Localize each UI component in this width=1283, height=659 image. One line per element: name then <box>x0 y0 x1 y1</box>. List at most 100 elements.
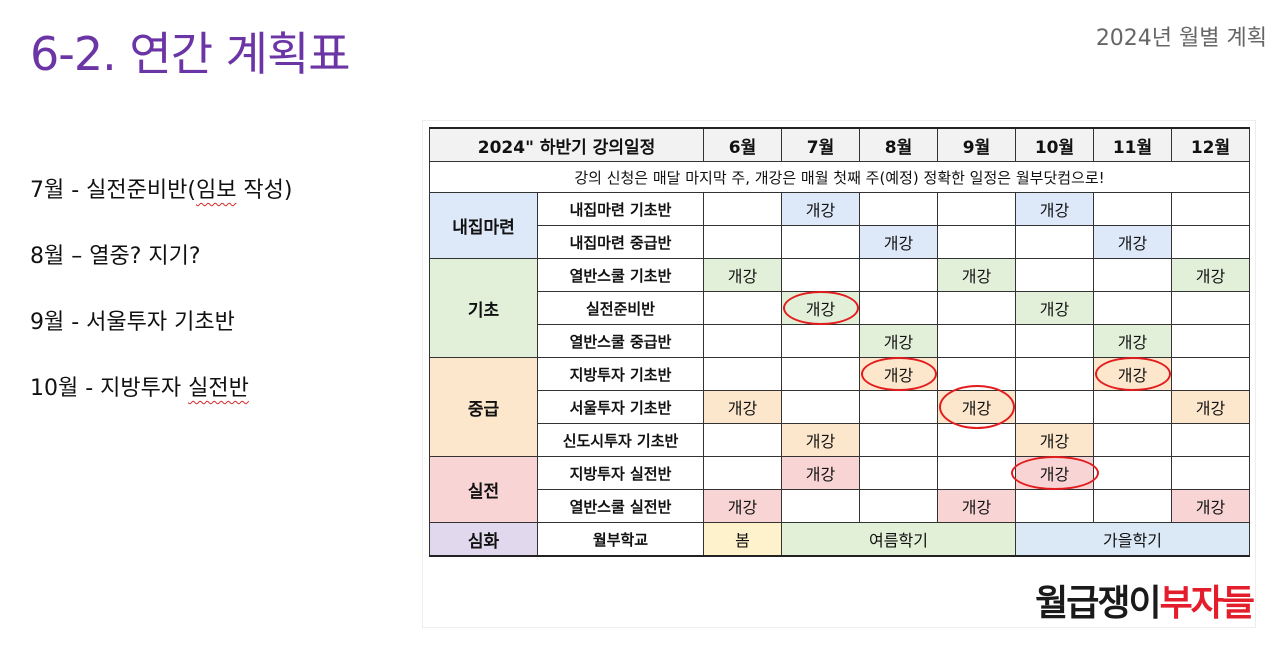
header-month: 10월 <box>1015 127 1094 162</box>
course-name: 내집마련 중급반 <box>537 225 704 259</box>
empty-cell <box>781 324 860 358</box>
empty-cell <box>1093 291 1172 325</box>
empty-cell <box>1093 423 1172 457</box>
notice-text: 강의 신청은 매달 마지막 주, 개강은 매월 첫째 주(예정) 정확한 일정은… <box>429 161 1250 193</box>
open-cell-circled: 개강 <box>781 291 860 325</box>
header-month: 12월 <box>1171 127 1250 162</box>
course-name: 서울투자 기초반 <box>537 390 704 424</box>
open-cell: 개강 <box>859 324 938 358</box>
table-row: 내집마련 내집마련 기초반 개강 개강 <box>429 192 1250 259</box>
empty-cell <box>703 423 782 457</box>
category-cell: 중급 <box>429 357 538 457</box>
empty-cell <box>859 390 938 424</box>
open-cell: 개강 <box>937 489 1016 523</box>
empty-cell <box>1015 489 1094 523</box>
open-cell: 개강 <box>703 390 782 424</box>
empty-cell <box>1171 192 1250 226</box>
open-cell: 개강 <box>781 192 860 226</box>
open-cell: 개강 <box>1171 489 1250 523</box>
header-month: 7월 <box>781 127 860 162</box>
course-name: 지방투자 기초반 <box>537 357 704 391</box>
category-cell: 심화 <box>429 522 538 557</box>
empty-cell <box>937 357 1016 391</box>
category-cell: 내집마련 <box>429 192 538 259</box>
course-name: 열반스쿨 중급반 <box>537 324 704 358</box>
empty-cell <box>1171 456 1250 490</box>
empty-cell <box>937 225 1016 259</box>
empty-cell <box>1015 390 1094 424</box>
empty-cell <box>859 423 938 457</box>
empty-cell <box>1171 324 1250 358</box>
table-row: 실전 지방투자 실전반 개강 개강 <box>429 456 1250 523</box>
empty-cell <box>781 489 860 523</box>
empty-cell <box>1093 192 1172 226</box>
table-row: 실전준비반 개강 개강 <box>430 291 1250 325</box>
table-row: 심화 월부학교 봄 여름학기 가을학기 <box>429 522 1250 557</box>
table-row: 내집마련 중급반 개강 개강 <box>430 225 1250 259</box>
note-item: 10월 - 지방투자 실전반 <box>30 376 249 401</box>
header-month: 8월 <box>859 127 938 162</box>
header-month: 9월 <box>937 127 1016 162</box>
open-cell: 개강 <box>859 225 938 259</box>
open-cell: 개강 <box>1093 324 1172 358</box>
open-cell-circled: 개강 <box>1010 456 1099 490</box>
open-cell: 개강 <box>937 258 1016 292</box>
open-cell: 개강 <box>1015 192 1094 226</box>
open-cell-circled: 개강 <box>859 357 938 391</box>
header-month: 6월 <box>703 127 782 162</box>
empty-cell <box>1171 357 1250 391</box>
open-cell: 개강 <box>1015 423 1094 457</box>
term-cell: 여름학기 <box>781 522 1016 557</box>
header-title: 2024" 하반기 강의일정 <box>429 127 704 162</box>
empty-cell <box>703 291 782 325</box>
empty-cell <box>1015 324 1094 358</box>
course-name: 열반스쿨 실전반 <box>537 489 704 523</box>
page-subtitle: 2024년 월별 계획 <box>1095 26 1267 51</box>
empty-cell <box>1171 225 1250 259</box>
table-header-row: 2024" 하반기 강의일정 6월 7월 8월 9월 10월 11월 12월 <box>429 127 1250 162</box>
table-row: 신도시투자 기초반 개강 개강 <box>430 423 1250 457</box>
empty-cell <box>859 192 938 226</box>
empty-cell <box>937 423 1016 457</box>
empty-cell <box>1015 258 1094 292</box>
empty-cell <box>937 192 1016 226</box>
course-name: 신도시투자 기초반 <box>537 423 704 457</box>
table-row: 중급 지방투자 기초반 개강 개강 <box>429 357 1250 457</box>
open-cell: 개강 <box>703 489 782 523</box>
table-row: 서울투자 기초반 개강 개강 개강 <box>430 385 1250 429</box>
empty-cell <box>1015 357 1094 391</box>
open-cell: 개강 <box>781 423 860 457</box>
empty-cell <box>859 258 938 292</box>
table-row: 기초 열반스쿨 기초반 개강 개강 개강 <box>429 258 1250 358</box>
table-row: 열반스쿨 중급반 개강 개강 <box>430 324 1250 358</box>
course-name: 열반스쿨 기초반 <box>537 258 704 292</box>
empty-cell <box>937 324 1016 358</box>
empty-cell <box>1171 291 1250 325</box>
empty-cell <box>781 390 860 424</box>
empty-cell <box>937 291 1016 325</box>
brand-logo: 월급쟁이부자들 <box>1035 583 1255 624</box>
empty-cell <box>1093 489 1172 523</box>
empty-cell <box>1093 258 1172 292</box>
note-item: 7월 - 실전준비반(임보 작성) <box>30 178 293 203</box>
empty-cell <box>703 225 782 259</box>
empty-cell <box>859 456 938 490</box>
open-cell-circled: 개강 <box>1093 357 1172 391</box>
notes-list: 7월 - 실전준비반(임보 작성) 8월 – 열중? 지기? 9월 - 서울투자… <box>30 172 293 436</box>
open-cell-circled: 개강 <box>937 385 1016 429</box>
open-cell: 개강 <box>1093 225 1172 259</box>
term-cell: 가을학기 <box>1015 522 1250 557</box>
empty-cell <box>703 192 782 226</box>
empty-cell <box>703 324 782 358</box>
empty-cell <box>1171 423 1250 457</box>
empty-cell <box>703 456 782 490</box>
category-cell: 기초 <box>429 258 538 358</box>
empty-cell <box>1093 390 1172 424</box>
open-cell: 개강 <box>1171 258 1250 292</box>
open-cell: 개강 <box>703 258 782 292</box>
header-month: 11월 <box>1093 127 1172 162</box>
open-cell: 개강 <box>1015 291 1094 325</box>
category-cell: 실전 <box>429 456 538 523</box>
term-cell: 봄 <box>703 522 782 557</box>
table-row: 열반스쿨 실전반 개강 개강 개강 <box>430 489 1250 523</box>
